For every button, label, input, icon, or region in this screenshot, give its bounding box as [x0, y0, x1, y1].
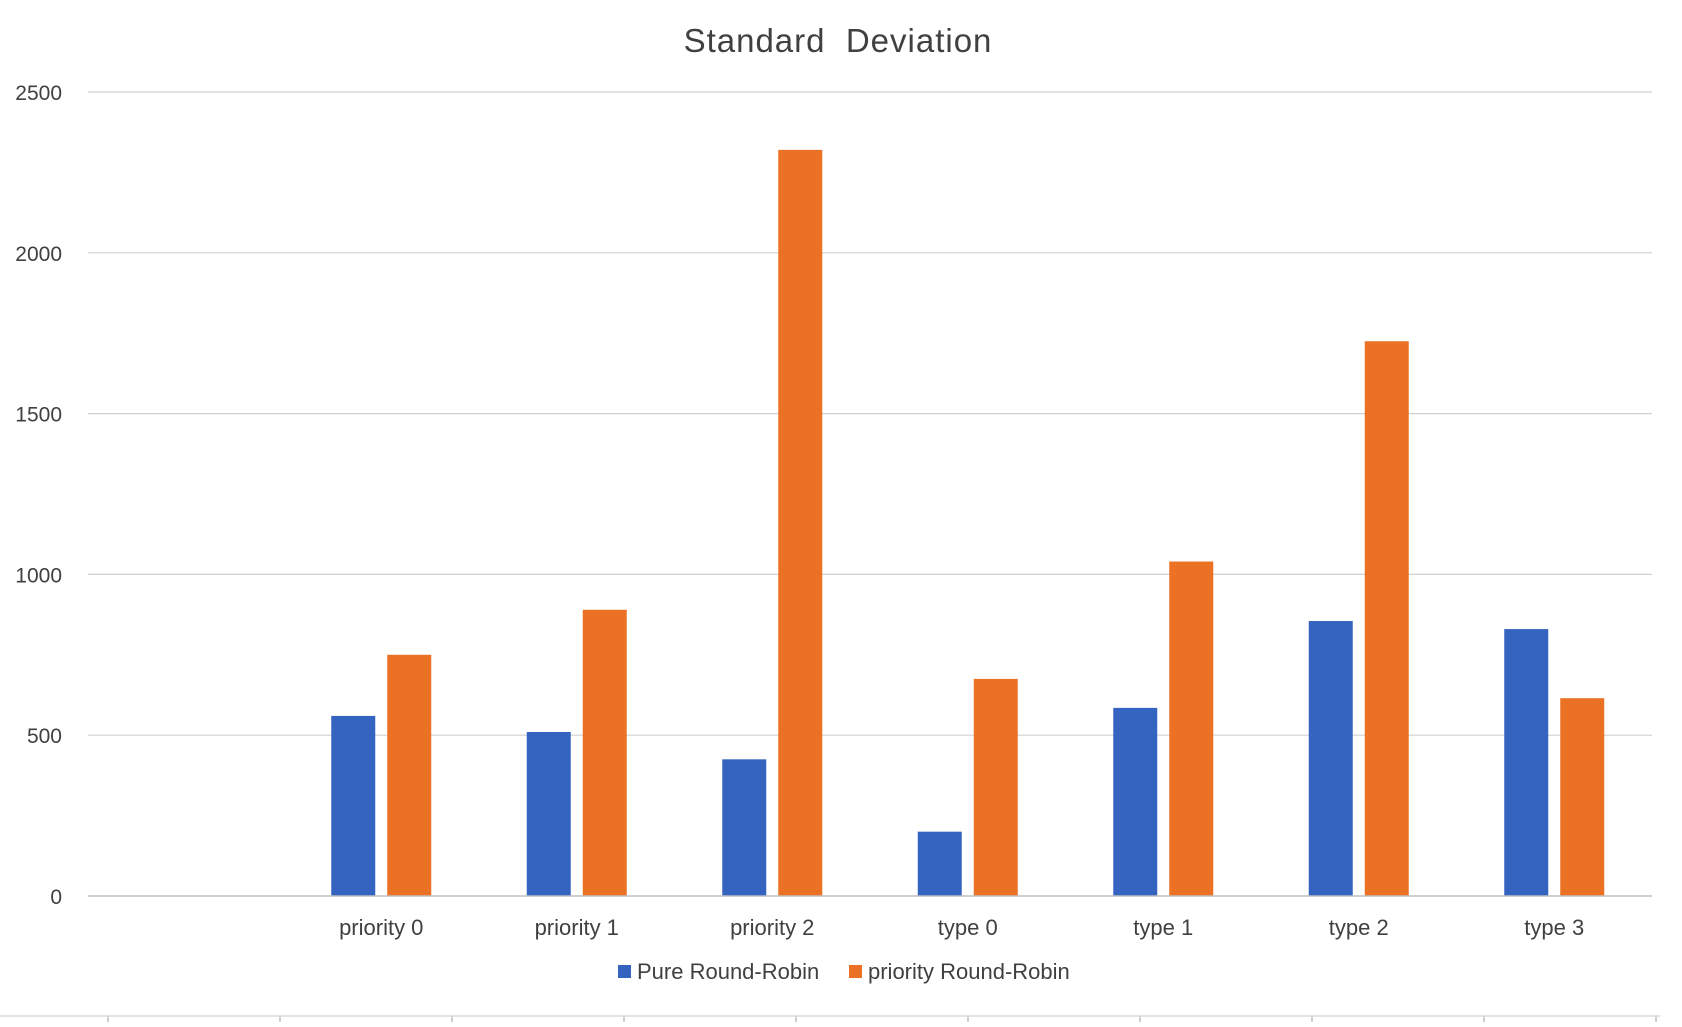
x-tick-label: type 0 — [938, 915, 998, 940]
x-tick-label: type 1 — [1133, 915, 1193, 940]
x-axis: priority 0 priority 1 priority 2 type 0 type… — [0, 895, 1660, 1022]
bar-priority-rr-priority-2 — [778, 149, 823, 896]
x-tick-label: priority 0 — [339, 915, 423, 940]
legend-label: Pure Round-Robin — [637, 959, 819, 984]
y-tick-label: 1500 — [15, 404, 62, 427]
bar-pure-rr-type-0 — [917, 831, 962, 896]
x-tick-label: priority 2 — [730, 915, 814, 940]
bar-pure-rr-type-1 — [1113, 707, 1158, 896]
legend: Pure Round-Robin priority Round-Robin — [618, 959, 1070, 984]
bar-pure-rr-type-3 — [1504, 629, 1549, 896]
bar-priority-rr-priority-1 — [582, 609, 627, 896]
gridlines — [88, 91, 1652, 736]
bar-priority-rr-type-0 — [973, 678, 1018, 896]
bar-priority-rr-priority-0 — [387, 654, 432, 896]
x-tick-label: priority 1 — [535, 915, 619, 940]
bar-pure-rr-priority-0 — [331, 715, 376, 896]
y-tick-label: 2500 — [15, 82, 62, 105]
y-tick-label: 2000 — [15, 243, 62, 266]
y-tick-label: 500 — [27, 725, 62, 748]
y-tick-label: 1000 — [15, 564, 62, 587]
legend-swatch — [618, 965, 631, 978]
bar-pure-rr-priority-2 — [722, 759, 767, 896]
legend-label: priority Round-Robin — [868, 959, 1070, 984]
x-tick-label: type 3 — [1524, 915, 1584, 940]
y-axis-ticks: 0 500 1000 1500 2000 2500 — [15, 82, 62, 909]
bar-priority-rr-type-3 — [1560, 698, 1605, 896]
bar-pure-rr-priority-1 — [526, 731, 571, 896]
bar-pure-rr-type-2 — [1308, 621, 1353, 896]
bar-priority-rr-type-1 — [1169, 561, 1214, 896]
y-tick-label: 0 — [50, 886, 62, 909]
x-tick-label: type 2 — [1329, 915, 1389, 940]
bars — [331, 149, 1605, 896]
chart-title: Standard Deviation — [684, 22, 993, 59]
bar-priority-rr-type-2 — [1364, 341, 1409, 896]
legend-swatch — [849, 965, 862, 978]
